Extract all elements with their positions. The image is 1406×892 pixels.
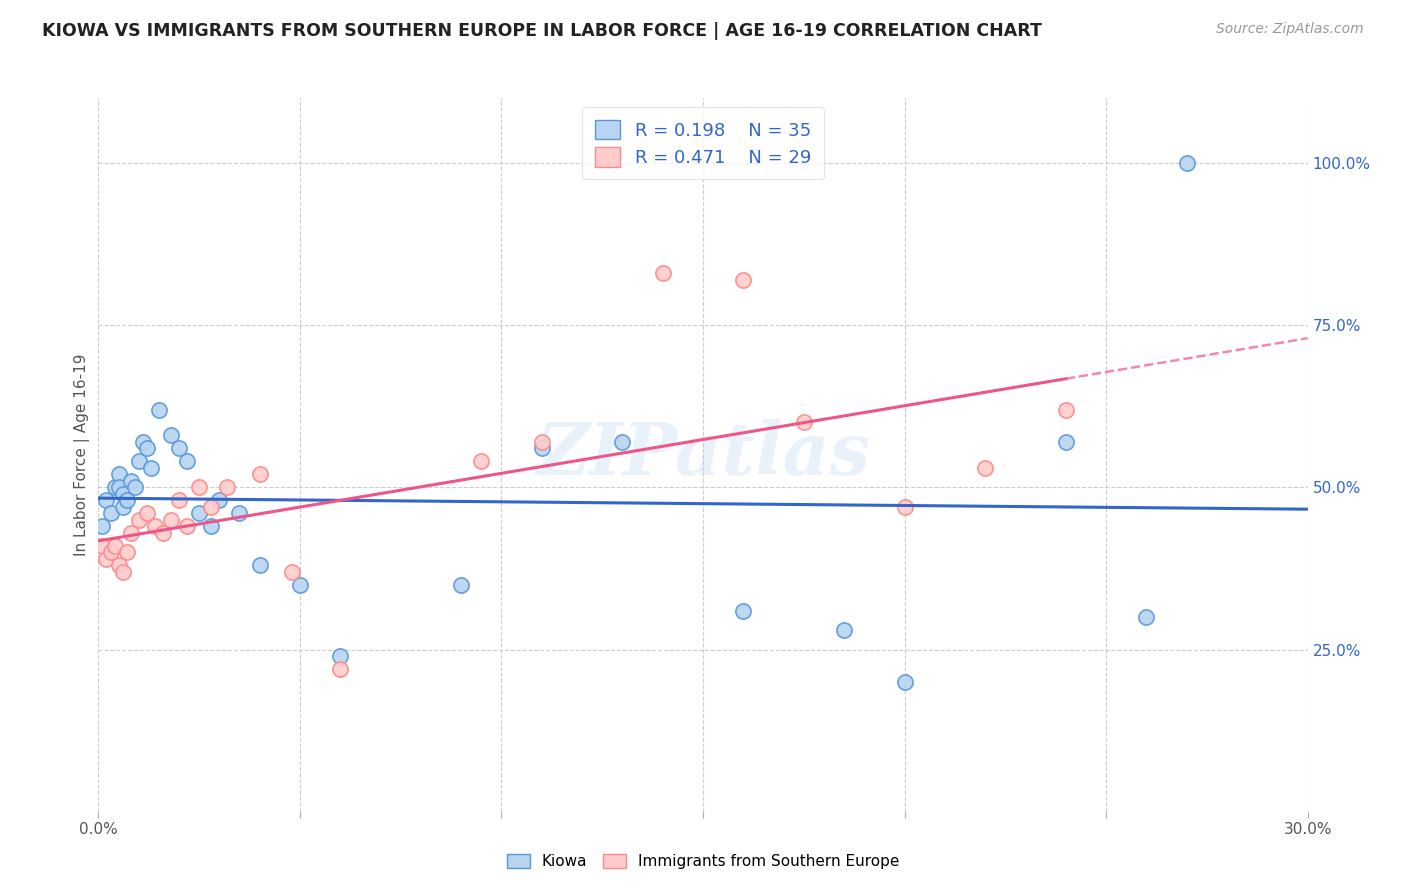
- Legend: Kiowa, Immigrants from Southern Europe: Kiowa, Immigrants from Southern Europe: [501, 848, 905, 875]
- Point: [200, 500, 222, 514]
- Point: [1175, 156, 1198, 170]
- Point: [91, 519, 114, 533]
- Point: [228, 506, 250, 520]
- Point: [100, 506, 122, 520]
- Point: [128, 513, 150, 527]
- Point: [612, 434, 634, 449]
- Point: [120, 525, 142, 540]
- Point: [530, 442, 553, 456]
- Point: [733, 273, 755, 287]
- Point: [176, 454, 198, 468]
- Legend: R = 0.198    N = 35, R = 0.471    N = 29: R = 0.198 N = 35, R = 0.471 N = 29: [582, 107, 824, 179]
- Point: [249, 558, 271, 573]
- Point: [530, 434, 553, 449]
- Point: [100, 545, 122, 559]
- Point: [111, 487, 134, 501]
- Point: [103, 480, 125, 494]
- Point: [107, 558, 129, 573]
- Point: [135, 506, 157, 520]
- Point: [208, 493, 231, 508]
- Point: [115, 545, 138, 559]
- Point: [96, 493, 118, 508]
- Point: [1054, 402, 1077, 417]
- Point: [124, 480, 146, 494]
- Point: [160, 428, 183, 442]
- Point: [893, 500, 915, 514]
- Point: [91, 539, 114, 553]
- Point: [733, 604, 755, 618]
- Point: [152, 525, 174, 540]
- Point: [329, 648, 352, 663]
- Point: [1135, 610, 1157, 624]
- Point: [281, 565, 304, 579]
- Point: [200, 519, 222, 533]
- Point: [115, 493, 138, 508]
- Point: [974, 461, 997, 475]
- Point: [160, 513, 183, 527]
- Point: [96, 551, 118, 566]
- Point: [167, 493, 190, 508]
- Point: [1054, 434, 1077, 449]
- Point: [139, 461, 162, 475]
- Point: [143, 519, 166, 533]
- Point: [217, 480, 239, 494]
- Point: [893, 675, 915, 690]
- Point: [111, 500, 134, 514]
- Y-axis label: In Labor Force | Age 16-19: In Labor Force | Age 16-19: [75, 353, 90, 557]
- Point: [128, 454, 150, 468]
- Point: [288, 577, 311, 591]
- Text: KIOWA VS IMMIGRANTS FROM SOUTHERN EUROPE IN LABOR FORCE | AGE 16-19 CORRELATION : KIOWA VS IMMIGRANTS FROM SOUTHERN EUROPE…: [42, 22, 1042, 40]
- Point: [832, 623, 855, 637]
- Point: [107, 467, 129, 482]
- Point: [651, 266, 673, 280]
- Point: [329, 662, 352, 676]
- Point: [135, 442, 157, 456]
- Point: [188, 506, 211, 520]
- Point: [188, 480, 211, 494]
- Point: [793, 416, 815, 430]
- Point: [103, 539, 125, 553]
- Point: [111, 565, 134, 579]
- Point: [148, 402, 170, 417]
- Point: [107, 480, 129, 494]
- Point: [249, 467, 271, 482]
- Point: [450, 577, 472, 591]
- Point: [470, 454, 492, 468]
- Text: Source: ZipAtlas.com: Source: ZipAtlas.com: [1216, 22, 1364, 37]
- Text: ZIPatlas: ZIPatlas: [536, 419, 870, 491]
- Point: [120, 474, 142, 488]
- Point: [132, 434, 155, 449]
- Point: [176, 519, 198, 533]
- Point: [167, 442, 190, 456]
